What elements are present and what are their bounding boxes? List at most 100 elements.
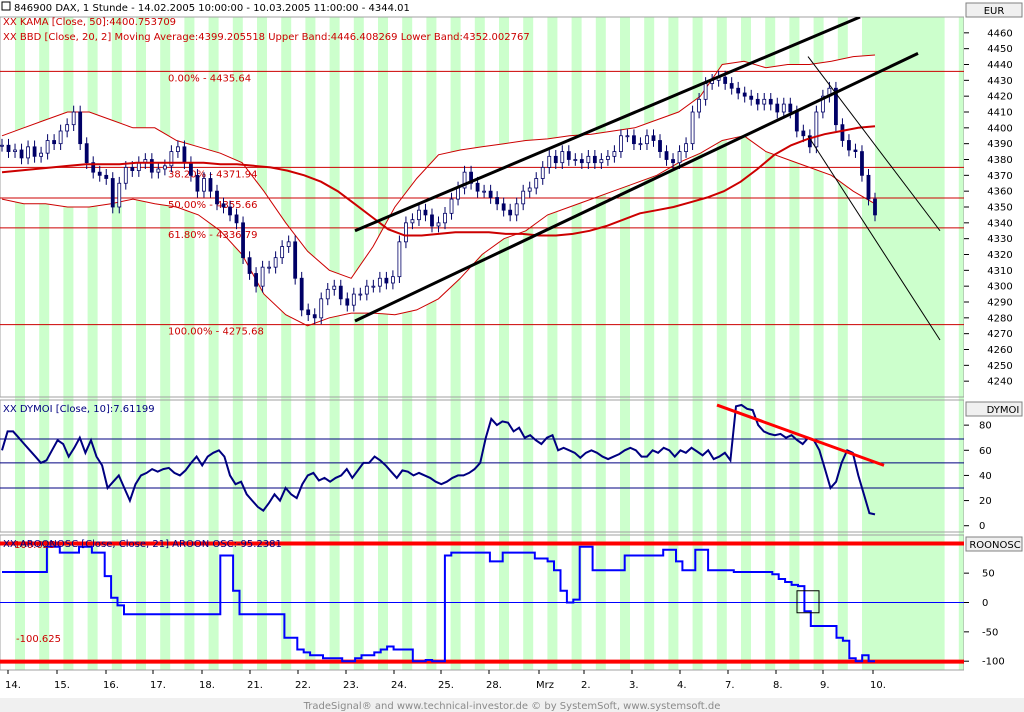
price-candle [456,187,460,200]
price-candle [853,149,858,152]
aroon-panel-label: ROONOSC [969,540,1020,551]
price-plot: 0.00% - 4435.64 38.20% - 4371.94 50.00% - … [0,17,964,341]
x-tick-label: 10. [870,680,886,691]
price-candle [234,214,239,224]
dymoi-panel-label: DYMOI [987,405,1020,416]
x-axis-ticks: 14. 15. 16. 17. 18. 21. 22. 23. 24. 25. 28. Mrz 2. 3.… [5,670,886,691]
price-candle [228,206,232,216]
price-candle [566,151,571,160]
price-candle [156,168,161,173]
price-candle [521,190,526,205]
price-candle [527,187,532,192]
price-candle [781,103,786,113]
session-stripe [644,17,655,670]
price-candle [84,143,89,164]
session-stripe [208,17,219,670]
session-stripe [63,17,74,670]
session-stripe [668,17,679,670]
session-stripe [789,17,800,670]
session-stripe [837,17,848,670]
session-stripe [571,17,582,670]
symbol-icon[interactable] [1,1,11,11]
price-candle [847,140,851,151]
price-candle [417,209,421,221]
price-candle [397,241,402,278]
price-candle [794,111,799,132]
session-stripe [329,17,340,670]
price-tick-label: 4250 [987,361,1012,372]
aroon-tick-label: 0 [982,598,988,609]
price-candle [377,277,382,287]
price-candle [873,198,877,216]
price-candle [612,151,617,157]
footer-bar [0,698,1024,712]
session-stripe [232,17,243,670]
x-tick-label: 28. [486,680,502,691]
dymoi-tick-label: 40 [979,471,992,482]
price-candle [788,103,793,113]
currency-label: EUR [984,6,1005,17]
eur-box [965,2,1023,18]
price-candle [553,155,558,164]
x-tick-label: Mrz [536,680,554,691]
price-candle [247,257,252,274]
price-candle [136,162,141,171]
price-candle [351,293,356,306]
price-candle [762,98,767,105]
price-candle [560,151,565,164]
price-candle [430,214,434,227]
price-candle [677,151,682,164]
trend-line [807,56,941,232]
session-stripe [620,17,630,670]
dymoi-tick-label: 20 [979,496,992,507]
price-candle [684,143,688,152]
session-stripe [523,17,534,670]
price-tick-label: 4300 [987,282,1012,293]
session-stripe [813,17,824,670]
price-candle [280,246,285,259]
price-tick-label: 4290 [987,298,1012,309]
x-tick-label: 7. [725,680,735,691]
price-candle [358,293,363,296]
fib-level-label: 100.00% - 4275.68 [168,327,264,338]
aroon-tick-label: -100 [982,657,1005,668]
price-candle [736,87,741,94]
session-stripe [499,17,509,670]
session-stripe [160,17,171,670]
session-stripe [402,17,413,670]
right-axis-area [964,0,1024,712]
price-candle [664,151,669,160]
price-tick-label: 4350 [987,203,1012,214]
x-tick-label: 18. [199,680,215,691]
price-candle [254,273,258,287]
session-stripe [474,17,485,670]
dymoi-title: XX DYMOI [Close, 10]:7.61199 [3,404,155,415]
price-tick-label: 4410 [987,108,1012,119]
price-candle [840,124,845,141]
price-candle [775,103,780,113]
session-stripe [111,17,122,670]
price-tick-label: 4240 [987,377,1012,388]
price-candle [749,95,754,100]
session-stripe [257,17,267,670]
session-stripe [595,17,606,670]
price-candle [423,209,428,216]
price-candle [325,288,330,300]
fib-level-label: 61.80% - 4336.79 [168,230,257,241]
price-candle [104,174,109,179]
session-stripe [426,17,437,670]
price-candle [58,130,63,145]
price-candle [97,171,102,176]
price-candle [540,167,545,179]
price-candle [404,222,408,243]
price-candle [384,277,389,284]
price-candle [6,144,11,152]
price-tick-label: 4330 [987,234,1012,245]
price-tick-label: 4310 [987,266,1012,277]
price-candle [299,277,304,311]
session-stripe [87,17,98,670]
x-tick-label: 2. [581,680,591,691]
session-stripe [281,17,292,670]
